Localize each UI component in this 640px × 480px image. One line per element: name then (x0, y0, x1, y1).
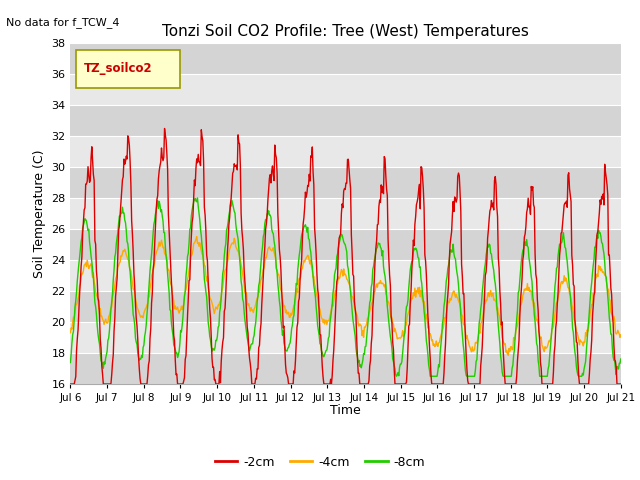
Text: TZ_soilco2: TZ_soilco2 (84, 62, 153, 75)
Legend: -2cm, -4cm, -8cm: -2cm, -4cm, -8cm (209, 451, 431, 474)
Bar (70, 291, 621, 322)
Bar (70, 167, 621, 198)
Text: No data for f_TCW_4: No data for f_TCW_4 (6, 17, 120, 28)
Bar (70, 353, 621, 384)
FancyBboxPatch shape (76, 50, 180, 87)
Title: Tonzi Soil CO2 Profile: Tree (West) Temperatures: Tonzi Soil CO2 Profile: Tree (West) Temp… (162, 24, 529, 39)
Bar (70, 43, 621, 74)
Y-axis label: Soil Temperature (C): Soil Temperature (C) (33, 149, 45, 278)
Bar (70, 105, 621, 136)
X-axis label: Time: Time (330, 405, 361, 418)
Bar (70, 229, 621, 260)
